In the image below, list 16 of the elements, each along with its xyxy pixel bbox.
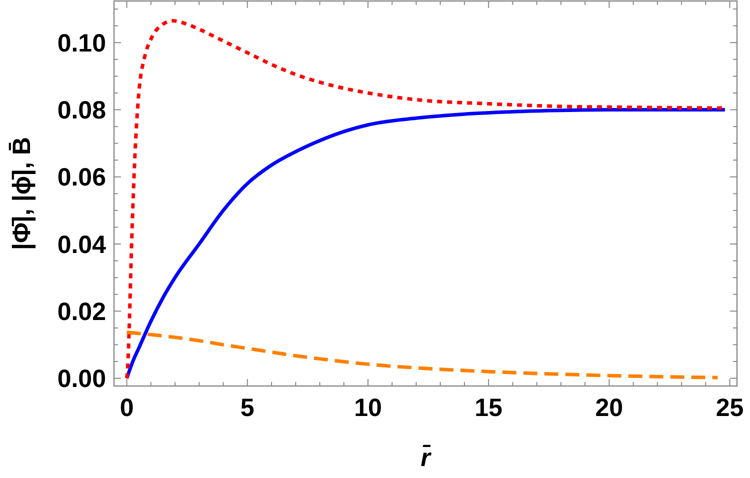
line-series [125,330,720,380]
y-tick-label: 0.08 [57,96,106,125]
y-tick-label: 0.00 [57,365,106,394]
x-tick-label: 25 [716,394,744,422]
line-series [125,108,727,380]
y-tick-label: 0.02 [57,298,106,326]
x-tick-label: 20 [595,394,624,422]
x-axis-title: r̄ [420,444,432,472]
x-tick-label: 5 [240,394,254,422]
y-axis-title: |Φ̄|, |ϕ̄|, B̄ [8,136,36,250]
x-tick-label: 15 [474,394,503,422]
y-tick-label: 0.10 [57,29,106,58]
y-tick-label: 0.04 [57,230,106,259]
x-tick-label: 0 [120,394,134,422]
x-tick-label: 10 [354,394,382,422]
y-tick-label: 0.06 [57,164,106,192]
